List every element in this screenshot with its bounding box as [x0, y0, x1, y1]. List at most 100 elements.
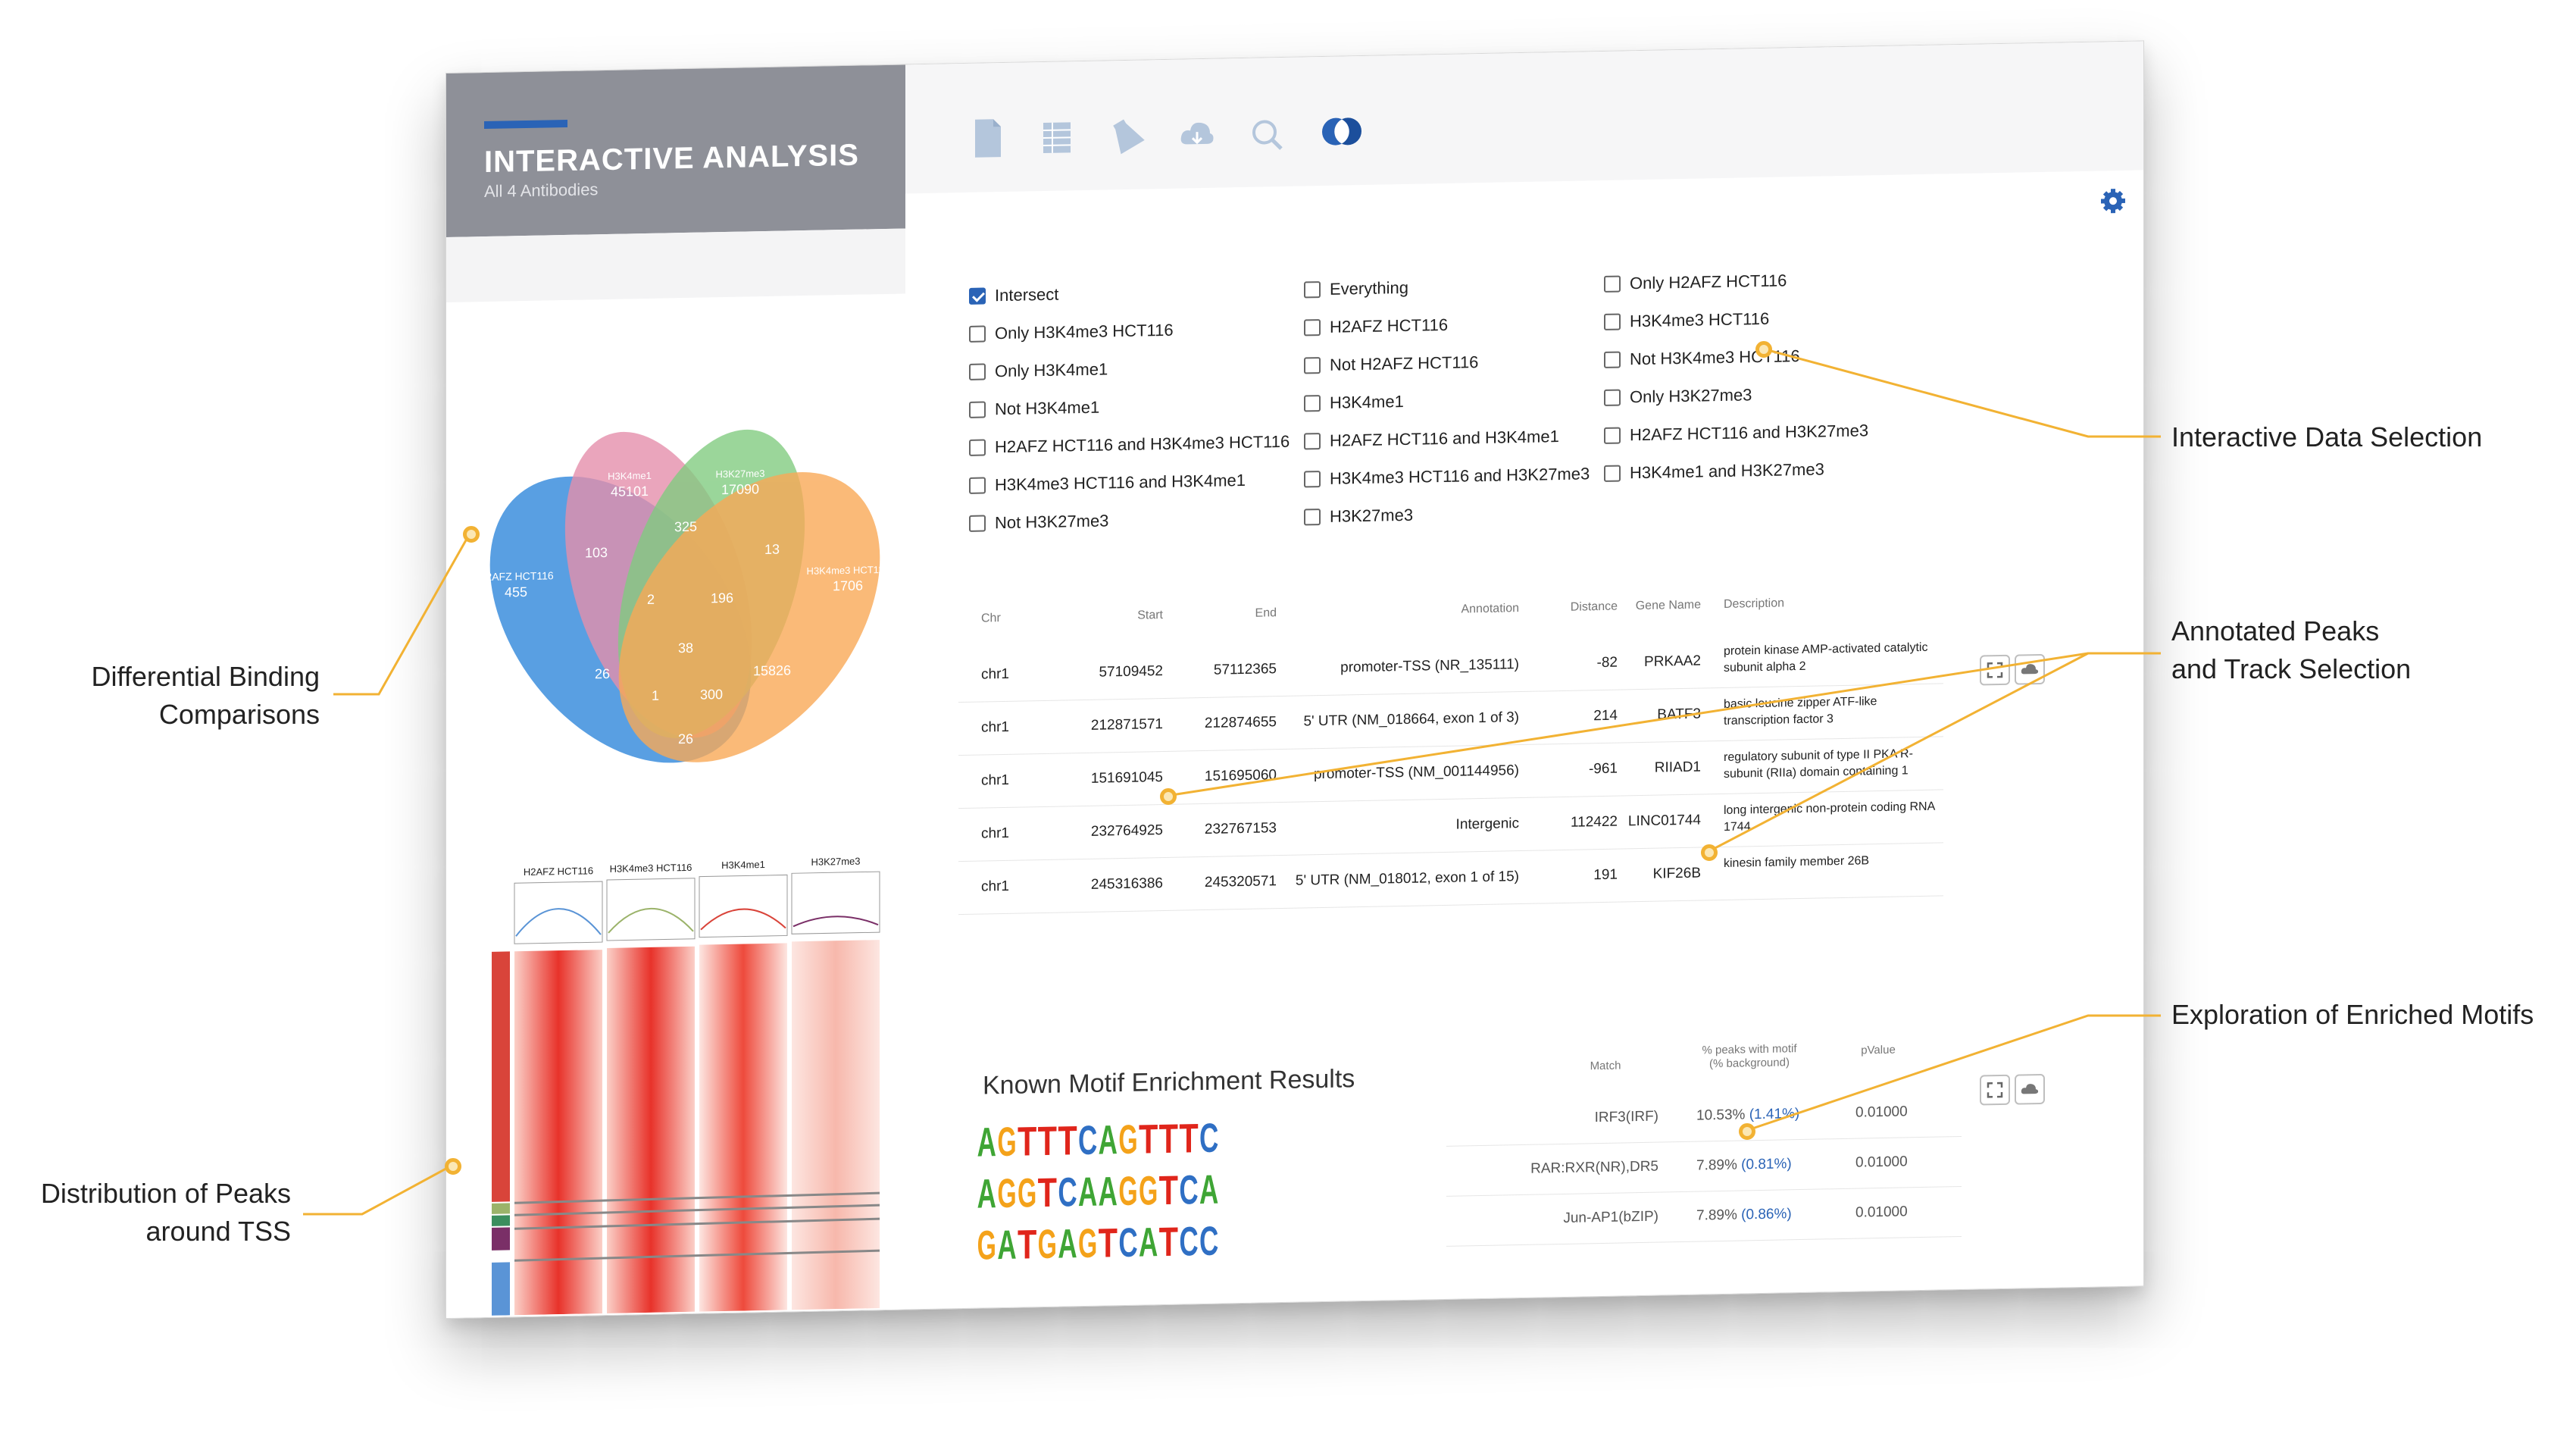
motif-header-match[interactable]: Match: [1590, 1059, 1621, 1073]
option-label: Not H3K4me3 HCT116: [1630, 346, 1800, 369]
checkbox[interactable]: [1604, 427, 1621, 444]
cloud-download-icon[interactable]: [1180, 114, 1215, 155]
checkbox[interactable]: [1304, 433, 1321, 450]
option-not-h2afz[interactable]: Not H2AFZ HCT116: [1304, 352, 1478, 375]
column-header-end[interactable]: End: [1255, 606, 1277, 620]
table-expand-button[interactable]: [1980, 654, 2010, 686]
callout-line-1: Differential Binding: [91, 661, 320, 692]
option-label: H3K27me3: [1330, 505, 1414, 526]
cell-end: 245320571: [1204, 873, 1277, 891]
option-only-h3k4me1[interactable]: Only H3K4me1: [969, 359, 1108, 381]
checkbox[interactable]: [969, 363, 986, 380]
option-not-h3k4me1[interactable]: Not H3K4me1: [969, 398, 1099, 420]
column-header-annotation[interactable]: Annotation: [1461, 602, 1519, 616]
table-icon[interactable]: [1040, 116, 1075, 158]
option-h3k4me3-and-h3k27me3[interactable]: H3K4me3 HCT116 and H3K27me3: [1304, 464, 1590, 489]
cloud-download-icon: [2021, 664, 2039, 675]
callout-line-2: Comparisons: [158, 699, 320, 730]
checkbox[interactable]: [1304, 281, 1321, 299]
option-only-h2afz[interactable]: Only H2AFZ HCT116: [1604, 271, 1787, 294]
page-subtitle: All 4 Antibodies: [484, 180, 599, 202]
motif-match: RAR:RXR(NR),DR5: [1530, 1158, 1658, 1177]
motif-logo-letter: C: [1118, 1220, 1137, 1263]
option-only-h3k4me3[interactable]: Only H3K4me3 HCT116: [969, 321, 1174, 344]
checkbox[interactable]: [1604, 313, 1621, 330]
column-header-gene-name[interactable]: Gene Name: [1635, 598, 1701, 613]
table-download-button[interactable]: [2015, 653, 2045, 685]
option-not-h3k27me3[interactable]: Not H3K27me3: [969, 511, 1108, 534]
checkbox[interactable]: [1604, 465, 1621, 482]
motif-expand-button[interactable]: [1980, 1074, 2010, 1106]
option-everything[interactable]: Everything: [1304, 278, 1408, 300]
option-h2afz-and-h3k4me1[interactable]: H2AFZ HCT116 and H3K4me1: [1304, 427, 1559, 451]
zoom-chart-icon[interactable]: [1249, 112, 1284, 154]
checkbox[interactable]: [969, 439, 986, 456]
page-title: INTERACTIVE ANALYSIS: [484, 138, 859, 180]
venn-diagram[interactable]: H2AFZ HCT116 455 H3K4me1 45101 H3K27me3 …: [469, 399, 893, 801]
checkbox[interactable]: [969, 477, 986, 494]
column-header-chr[interactable]: Chr: [981, 612, 1001, 625]
option-h2afz-and-h3k27me3[interactable]: H2AFZ HCT116 and H3K27me3: [1604, 421, 1868, 446]
checkbox[interactable]: [1604, 275, 1621, 293]
checkbox[interactable]: [969, 325, 986, 343]
checkbox[interactable]: [1304, 395, 1321, 412]
motif-logo-letter: C: [1078, 1118, 1097, 1160]
option-h3k4me1[interactable]: H3K4me1: [1304, 392, 1404, 414]
gear-icon[interactable]: [2099, 187, 2127, 215]
checkbox[interactable]: [1304, 319, 1321, 337]
column-header-description[interactable]: Description: [1724, 596, 1785, 611]
option-h3k27me3[interactable]: H3K27me3: [1304, 506, 1413, 527]
option-h3k4me1-and-h3k27me3[interactable]: H3K4me1 and H3K27me3: [1604, 459, 1824, 484]
motif-header-pvalue[interactable]: pValue: [1861, 1043, 1896, 1057]
motif-logo-letter: T: [1159, 1168, 1178, 1211]
checkbox[interactable]: [1304, 357, 1321, 374]
profile-line: [792, 916, 879, 928]
document-icon[interactable]: [971, 117, 1005, 159]
motif-logo-letter: A: [997, 1222, 1016, 1263]
checkbox[interactable]: [969, 401, 986, 418]
venn-icon[interactable]: [1319, 111, 1365, 152]
motif-download-button[interactable]: [2015, 1073, 2045, 1105]
option-only-h3k27me3[interactable]: Only H3K27me3: [1604, 385, 1752, 408]
cell-distance: -82: [1596, 654, 1618, 671]
option-h3k4me3[interactable]: H3K4me3 HCT116: [1604, 309, 1769, 332]
checkbox[interactable]: [1604, 389, 1621, 406]
cell-annotation: 5' UTR (NM_018664, exon 1 of 3): [1303, 709, 1519, 730]
motif-logo-letter: G: [1038, 1222, 1057, 1263]
option-label: H3K4me1 and H3K27me3: [1630, 459, 1824, 483]
column-header-start[interactable]: Start: [1137, 609, 1163, 622]
venn-set-count: 455: [505, 584, 527, 600]
checkbox[interactable]: [1304, 471, 1321, 488]
checkbox[interactable]: [1304, 509, 1321, 526]
motif-logo-letter: G: [997, 1171, 1016, 1211]
motif-logo-letter: T: [1099, 1220, 1118, 1263]
motif-header-pct[interactable]: % peaks with motif (% background): [1689, 1042, 1810, 1072]
venn-set-h3k4me3[interactable]: [565, 423, 893, 800]
motif-logo-letter: T: [1139, 1116, 1158, 1160]
tss-heatmap[interactable]: H2AFZ HCT116 H3K4me3 HCT116 H3K4me1 H3K2…: [492, 853, 901, 1316]
motif-logo-letter: T: [1038, 1170, 1057, 1211]
cell-distance: 191: [1593, 866, 1618, 884]
motif-pct: 7.89% (0.81%): [1696, 1156, 1792, 1174]
cell-start: 212871571: [1090, 716, 1163, 734]
motif-pct: 10.53% (1.41%): [1696, 1106, 1799, 1125]
cell-start: 245316386: [1090, 875, 1163, 893]
option-h3k4me3-and-h3k4me1[interactable]: H3K4me3 HCT116 and H3K4me1: [969, 471, 1246, 496]
callout-dot: [445, 1158, 461, 1175]
flask-icon[interactable]: [1110, 114, 1145, 156]
checkbox[interactable]: [1604, 351, 1621, 368]
heatmap-panel: [607, 946, 695, 1313]
option-intersect[interactable]: Intersect: [969, 285, 1058, 306]
option-label: Only H3K27me3: [1630, 385, 1752, 407]
column-header-distance[interactable]: Distance: [1570, 599, 1618, 614]
checkbox[interactable]: [969, 515, 986, 532]
motif-logo-letter: G: [1139, 1168, 1158, 1211]
callout-interactive-selection: Interactive Data Selection: [2171, 421, 2483, 452]
option-h2afz-and-h3k4me3[interactable]: H2AFZ HCT116 and H3K4me3 HCT116: [969, 432, 1290, 458]
option-h2afz[interactable]: H2AFZ HCT116: [1304, 315, 1448, 338]
motif-row[interactable]: Jun-AP1(bZIP) 7.89% (0.86%) 0.01000: [1446, 1185, 1962, 1247]
venn-region: 26: [595, 666, 610, 681]
option-label: Not H3K27me3: [995, 511, 1109, 533]
checkbox[interactable]: [969, 287, 986, 305]
